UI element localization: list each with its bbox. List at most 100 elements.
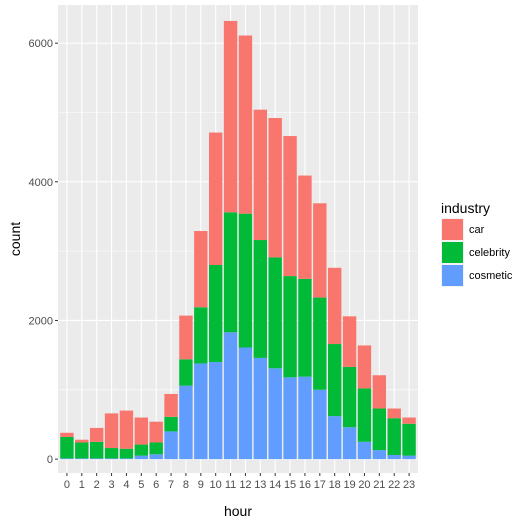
x-tick-label: 1	[79, 479, 85, 491]
bar-cosmetic-23	[402, 455, 416, 460]
bar-car-17	[313, 203, 327, 298]
bar-car-7	[164, 393, 178, 417]
bar-celebrity-6	[149, 442, 163, 455]
bar-cosmetic-8	[179, 385, 193, 460]
bar-cosmetic-20	[357, 441, 372, 460]
legend: industry car celebrity cosmetic	[441, 200, 513, 287]
bar-car-21	[372, 375, 387, 409]
bar-celebrity-5	[134, 444, 148, 456]
bar-celebrity-0	[60, 436, 74, 459]
bar-celebrity-3	[104, 448, 119, 459]
x-tick-label: 2	[94, 479, 100, 491]
x-tick-label: 23	[403, 479, 415, 491]
bar-car-0	[60, 432, 74, 437]
legend-key-celebrity	[442, 242, 463, 263]
y-axis: 0 2000 4000 6000	[29, 38, 58, 466]
bar-car-15	[283, 136, 297, 277]
bar-celebrity-19	[342, 366, 357, 428]
bar-cosmetic-1	[75, 458, 89, 460]
bar-cosmetic-22	[387, 454, 401, 460]
bar-celebrity-18	[328, 344, 342, 417]
bar-cosmetic-14	[268, 368, 282, 460]
x-tick-label: 16	[299, 479, 311, 491]
bar-cosmetic-0	[60, 458, 74, 460]
bar-car-16	[298, 175, 312, 279]
y-tick-label: 0	[47, 454, 53, 466]
x-tick-label: 15	[284, 479, 296, 491]
bar-celebrity-8	[179, 359, 193, 386]
bar-celebrity-15	[283, 276, 297, 378]
x-tick-label: 0	[64, 479, 70, 491]
bar-celebrity-2	[89, 441, 104, 459]
bar-car-18	[328, 267, 342, 345]
legend-label-cosmetic: cosmetic	[469, 270, 513, 282]
bar-cosmetic-13	[253, 357, 268, 460]
bar-cosmetic-15	[283, 377, 297, 460]
y-tick-label: 4000	[29, 177, 53, 189]
bar-celebrity-22	[387, 418, 401, 455]
y-tick-label: 6000	[29, 38, 53, 50]
bar-car-2	[89, 427, 104, 442]
bar-celebrity-14	[268, 257, 282, 369]
bar-cosmetic-19	[342, 427, 357, 460]
bar-cosmetic-11	[223, 332, 238, 460]
bar-car-4	[119, 410, 134, 449]
bar-cosmetic-2	[89, 458, 104, 460]
bar-celebrity-1	[75, 442, 89, 459]
x-tick-label: 4	[123, 479, 129, 491]
bar-car-11	[223, 20, 238, 213]
x-tick-label: 3	[108, 479, 114, 491]
legend-key-car	[442, 219, 463, 240]
x-tick-label: 18	[329, 479, 341, 491]
x-tick-label: 5	[138, 479, 144, 491]
bar-celebrity-9	[194, 307, 208, 364]
bar-celebrity-20	[357, 388, 372, 442]
bar-celebrity-4	[119, 448, 134, 459]
x-tick-label: 9	[198, 479, 204, 491]
x-axis: 0 1 2 3 4 5 6 7 8 9 10 11 12 13 14 15 16 17 18 19 20 21 22 23	[64, 473, 415, 491]
legend-title: industry	[441, 200, 490, 216]
bar-celebrity-16	[298, 278, 312, 377]
bar-cosmetic-10	[208, 362, 223, 460]
x-tick-label: 7	[168, 479, 174, 491]
x-tick-label: 21	[373, 479, 385, 491]
bar-car-22	[387, 408, 401, 419]
legend-label-celebrity: celebrity	[469, 247, 510, 259]
x-tick-label: 10	[210, 479, 222, 491]
x-axis-title: hour	[224, 503, 252, 519]
x-tick-label: 20	[358, 479, 370, 491]
bar-car-1	[75, 439, 89, 443]
x-tick-label: 22	[388, 479, 400, 491]
x-tick-label: 11	[225, 479, 236, 491]
bar-cosmetic-4	[119, 458, 134, 460]
bar-car-10	[208, 132, 223, 265]
bar-celebrity-23	[402, 423, 416, 456]
x-tick-label: 6	[153, 479, 159, 491]
bar-cosmetic-7	[164, 431, 178, 460]
y-tick-label: 2000	[29, 315, 53, 327]
bar-celebrity-21	[372, 408, 387, 451]
bar-car-8	[179, 315, 193, 360]
bar-car-6	[149, 421, 163, 443]
bar-car-14	[268, 118, 282, 258]
bar-cosmetic-12	[238, 347, 253, 460]
y-axis-title: count	[7, 222, 23, 256]
bar-cosmetic-17	[313, 389, 327, 460]
bar-cosmetic-21	[372, 450, 387, 460]
bar-cosmetic-6	[149, 454, 163, 460]
bar-car-5	[134, 417, 148, 445]
x-tick-label: 19	[343, 479, 355, 491]
bar-cosmetic-5	[134, 455, 148, 460]
bar-celebrity-12	[238, 213, 253, 348]
bar-celebrity-13	[253, 240, 268, 358]
legend-key-cosmetic	[442, 265, 463, 286]
bar-car-13	[253, 109, 268, 241]
x-tick-label: 17	[314, 479, 326, 491]
bar-celebrity-17	[313, 297, 327, 390]
bar-car-20	[357, 345, 372, 389]
bar-car-3	[104, 413, 119, 449]
bar-celebrity-11	[223, 212, 238, 333]
x-tick-label: 14	[269, 479, 281, 491]
bar-car-9	[194, 231, 208, 308]
